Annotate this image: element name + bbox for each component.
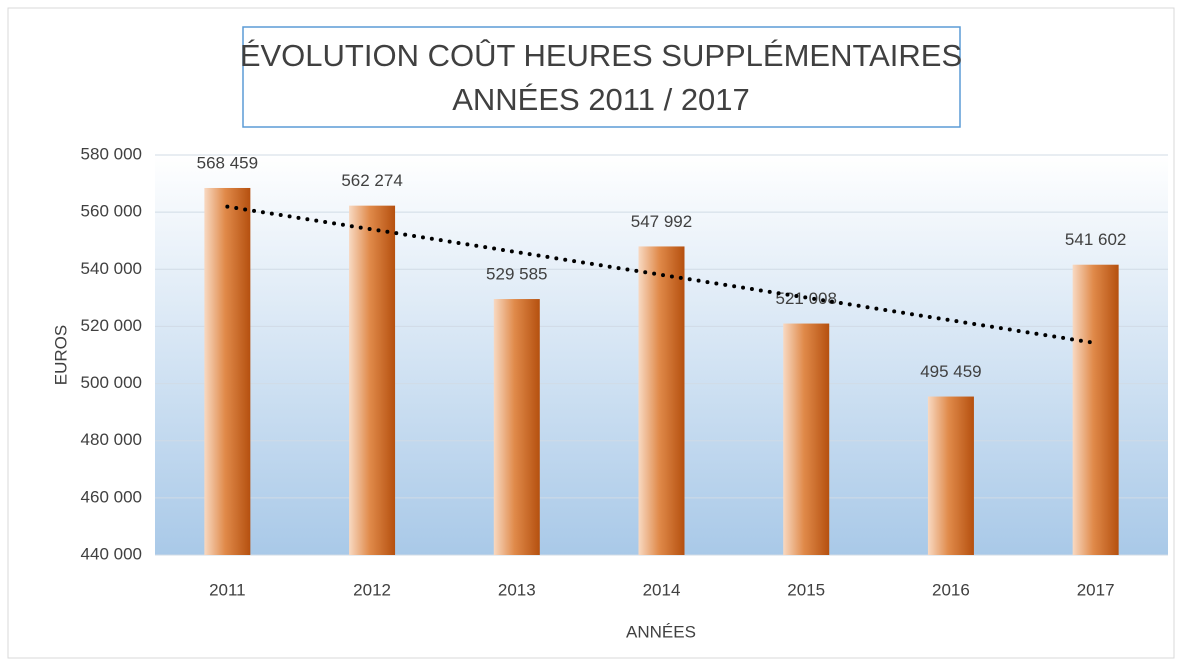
data-label: 529 585 bbox=[486, 265, 547, 284]
bar bbox=[1072, 264, 1119, 555]
data-label: 495 459 bbox=[920, 362, 981, 381]
trendline bbox=[225, 204, 1098, 346]
y-tick-label: 520 000 bbox=[81, 316, 142, 335]
y-tick-label: 480 000 bbox=[81, 430, 142, 449]
x-tick-label: 2011 bbox=[209, 580, 246, 599]
bar bbox=[783, 323, 830, 555]
x-tick-label: 2014 bbox=[643, 580, 681, 599]
bar bbox=[927, 396, 974, 555]
chart-title: ÉVOLUTION COÛT HEURES SUPPLÉMENTAIRES bbox=[240, 38, 962, 73]
y-tick-label: 560 000 bbox=[81, 202, 142, 221]
y-tick-label: 540 000 bbox=[81, 259, 142, 278]
bar bbox=[204, 187, 251, 555]
bar bbox=[493, 299, 540, 555]
x-axis-title: ANNÉES bbox=[626, 622, 696, 641]
y-axis-title: EUROS bbox=[51, 325, 70, 385]
data-label: 547 992 bbox=[631, 212, 692, 231]
data-label: 568 459 bbox=[197, 153, 258, 172]
x-tick-label: 2016 bbox=[932, 580, 970, 599]
x-tick-label: 2017 bbox=[1077, 580, 1115, 599]
chart-title: ANNÉES 2011 / 2017 bbox=[452, 82, 750, 117]
data-label: 562 274 bbox=[341, 171, 402, 190]
y-tick-label: 440 000 bbox=[81, 544, 142, 563]
data-label: 541 602 bbox=[1065, 230, 1126, 249]
x-tick-label: 2013 bbox=[498, 580, 536, 599]
y-tick-label: 580 000 bbox=[81, 144, 142, 163]
bar bbox=[349, 205, 396, 555]
x-tick-label: 2015 bbox=[787, 580, 825, 599]
y-tick-label: 500 000 bbox=[81, 373, 142, 392]
x-tick-label: 2012 bbox=[353, 580, 391, 599]
y-tick-label: 460 000 bbox=[81, 487, 142, 506]
title-box bbox=[242, 26, 961, 128]
bar bbox=[638, 246, 685, 556]
